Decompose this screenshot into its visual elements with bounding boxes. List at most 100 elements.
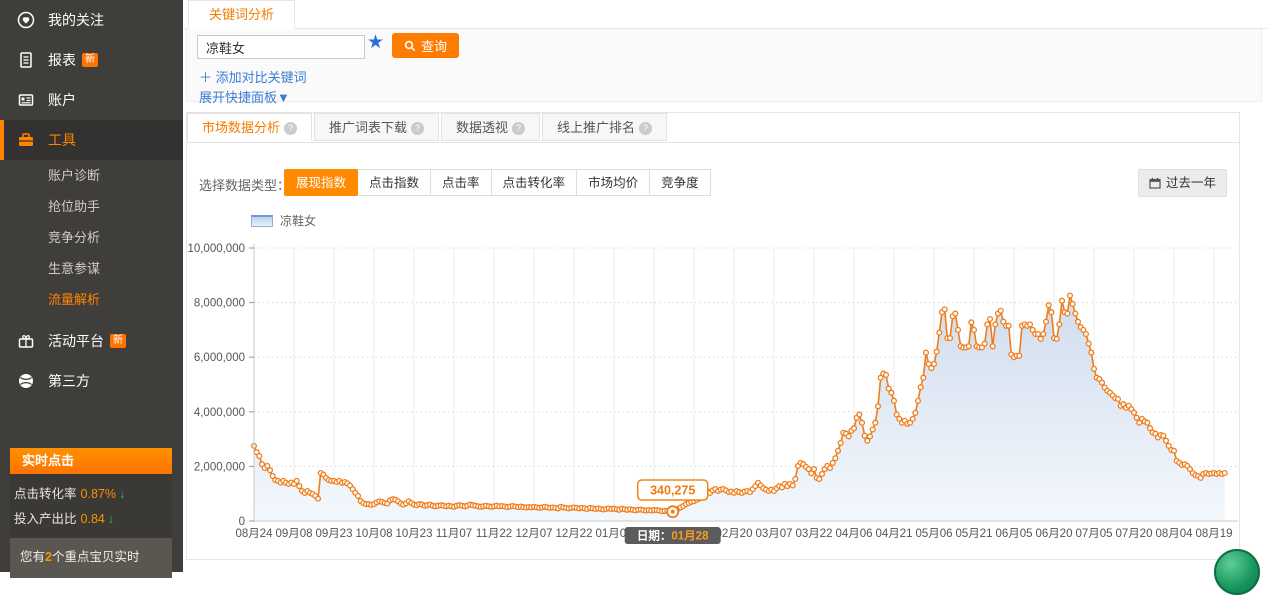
analysis-tabstrip: 市场数据分析? 推广词表下载? 数据透视? 线上推广排名?	[187, 113, 1239, 143]
notice-suffix: 个重点宝贝实时	[51, 550, 140, 564]
chart-legend: 凉鞋女	[251, 212, 316, 229]
tab-label: 线上推广排名	[557, 120, 636, 135]
sidebar-subitem[interactable]: 竞争分析	[48, 230, 101, 245]
svg-text:09月08: 09月08	[275, 528, 312, 540]
datatype-button[interactable]: 点击率	[430, 169, 492, 196]
datatype-button[interactable]: 市场均价	[576, 169, 651, 196]
realtime-clicks-title: 实时点击	[10, 448, 172, 474]
legend-swatch	[251, 214, 273, 227]
help-icon[interactable]: ?	[411, 122, 425, 135]
sidebar-item[interactable]: 活动平台新	[0, 321, 183, 361]
tab-inactive[interactable]: 线上推广排名?	[542, 113, 668, 141]
svg-text:05月21: 05月21	[955, 528, 992, 540]
svg-text:06月20: 06月20	[1035, 528, 1072, 540]
datatype-button[interactable]: 点击转化率	[490, 169, 578, 196]
svg-text:340,275: 340,275	[650, 484, 695, 498]
realtime-metric-row: 点击转化率 0.87% ↓	[12, 482, 172, 507]
sidebar-item[interactable]: 报表新	[0, 40, 183, 80]
svg-text:02月05: 02月05	[675, 528, 712, 540]
sidebar-item-label: 工具	[48, 132, 76, 148]
svg-text:12月22: 12月22	[555, 528, 592, 540]
sidebar-item-label: 活动平台	[48, 333, 104, 349]
query-button-label: 查询	[421, 39, 448, 54]
notice-prefix: 您有	[20, 550, 46, 564]
notice-count: 2	[45, 550, 52, 564]
svg-text:04月21: 04月21	[875, 528, 912, 540]
tab-inactive[interactable]: 推广词表下载?	[314, 113, 440, 141]
date-range-button[interactable]: 过去一年	[1137, 169, 1227, 197]
svg-text:10,000,000: 10,000,000	[187, 243, 245, 255]
help-icon[interactable]: ?	[639, 122, 653, 135]
tab-label: 推广词表下载	[329, 120, 408, 135]
sidebar: 我的关注 报表新账户 工具 账户诊断 抢位助手 竞争分析 生意参谋 流量解析 活动平台新第三方 …	[0, 0, 183, 578]
keyword-tabstrip: 关键词分析	[183, 0, 1267, 29]
svg-text:07月05: 07月05	[1075, 528, 1112, 540]
sidebar-item-label: 我的关注	[48, 12, 104, 28]
svg-text:11月22: 11月22	[476, 528, 512, 540]
activity-icon	[16, 331, 36, 351]
hot-items-notice: 您有2个重点宝贝实时	[10, 538, 172, 578]
svg-text:01月06: 01月06	[595, 528, 632, 540]
metric-label: 点击转化率	[14, 487, 77, 501]
date-range-label: 过去一年	[1165, 176, 1216, 190]
svg-text:日期：01月28: 日期：01月28	[637, 529, 709, 543]
svg-text:10月08: 10月08	[355, 528, 392, 540]
query-button[interactable]: 查询	[392, 33, 460, 58]
sidebar-item[interactable]: 工具	[0, 120, 183, 160]
svg-text:12月07: 12月07	[515, 528, 552, 540]
tab-active[interactable]: 市场数据分析?	[187, 113, 313, 141]
keyword-input[interactable]	[197, 35, 365, 59]
datatype-button[interactable]: 点击指数	[357, 169, 432, 196]
support-float-button[interactable]	[1214, 549, 1260, 595]
sidebar-nav: 我的关注 报表新账户 工具 账户诊断 抢位助手 竞争分析 生意参谋 流量解析 活动平台新第三方	[0, 0, 183, 401]
help-icon[interactable]: ?	[284, 122, 298, 135]
datatype-button[interactable]: 竞争度	[649, 169, 711, 196]
date-tooltip	[624, 527, 721, 544]
metric-value: 0.84	[80, 512, 105, 526]
tab-inactive[interactable]: 数据透视?	[441, 113, 541, 141]
sidebar-item-label: 账户	[48, 92, 76, 108]
calendar-icon	[1149, 177, 1161, 189]
sidebar-subitem[interactable]: 账户诊断	[48, 168, 101, 183]
sidebar-subitem[interactable]: 抢位助手	[48, 199, 101, 214]
svg-text:08月24: 08月24	[235, 528, 273, 540]
keyword-search-panel: ★ 查询 ＋ 添加对比关键词 展开快捷面板▼	[186, 29, 1262, 105]
svg-text:8,000,000: 8,000,000	[194, 298, 245, 310]
svg-text:4,000,000: 4,000,000	[194, 407, 245, 419]
heart-icon	[16, 10, 36, 30]
add-compare-keyword-link[interactable]: ＋ 添加对比关键词	[199, 70, 307, 85]
metric-label: 投入产出比	[14, 512, 77, 526]
svg-text:07月20: 07月20	[1115, 528, 1152, 540]
sidebar-subitem[interactable]: 生意参谋	[48, 261, 101, 276]
new-badge: 新	[82, 53, 98, 67]
sidebar-item[interactable]: 我的关注	[0, 0, 183, 40]
datatype-button[interactable]: 展现指数	[284, 169, 359, 196]
datatype-button-group: 展现指数 点击指数 点击率 点击转化率 市场均价 竞争度	[284, 169, 711, 196]
sidebar-subitem[interactable]: 流量解析	[48, 292, 101, 307]
new-badge: 新	[110, 334, 126, 348]
expand-quick-panel-link[interactable]: 展开快捷面板▼	[199, 90, 290, 105]
sidebar-item[interactable]: 第三方	[0, 361, 183, 401]
svg-text:2,000,000: 2,000,000	[194, 461, 245, 473]
tools-icon	[16, 130, 36, 150]
svg-text:03月07: 03月07	[755, 528, 792, 540]
svg-text:02月20: 02月20	[715, 528, 752, 540]
svg-text:6,000,000: 6,000,000	[194, 352, 245, 364]
thirdparty-icon	[16, 371, 36, 391]
legend-series-label: 凉鞋女	[280, 214, 317, 228]
help-icon[interactable]: ?	[512, 122, 526, 135]
svg-text:09月23: 09月23	[315, 528, 352, 540]
sidebar-item[interactable]: 账户	[0, 80, 183, 120]
tab-keyword-analysis[interactable]: 关键词分析	[188, 0, 296, 29]
svg-text:01月21: 01月21	[635, 528, 672, 540]
search-icon	[404, 40, 416, 52]
svg-text:05月06: 05月06	[915, 528, 952, 540]
report-icon	[16, 50, 36, 70]
svg-text:11月07: 11月07	[436, 528, 472, 540]
svg-text:0: 0	[239, 516, 245, 528]
svg-text:04月06: 04月06	[835, 528, 872, 540]
value-tooltip	[636, 479, 709, 501]
svg-text:08月04: 08月04	[1155, 528, 1193, 540]
favorite-star-icon[interactable]: ★	[367, 32, 385, 53]
svg-text:10月23: 10月23	[395, 528, 432, 540]
